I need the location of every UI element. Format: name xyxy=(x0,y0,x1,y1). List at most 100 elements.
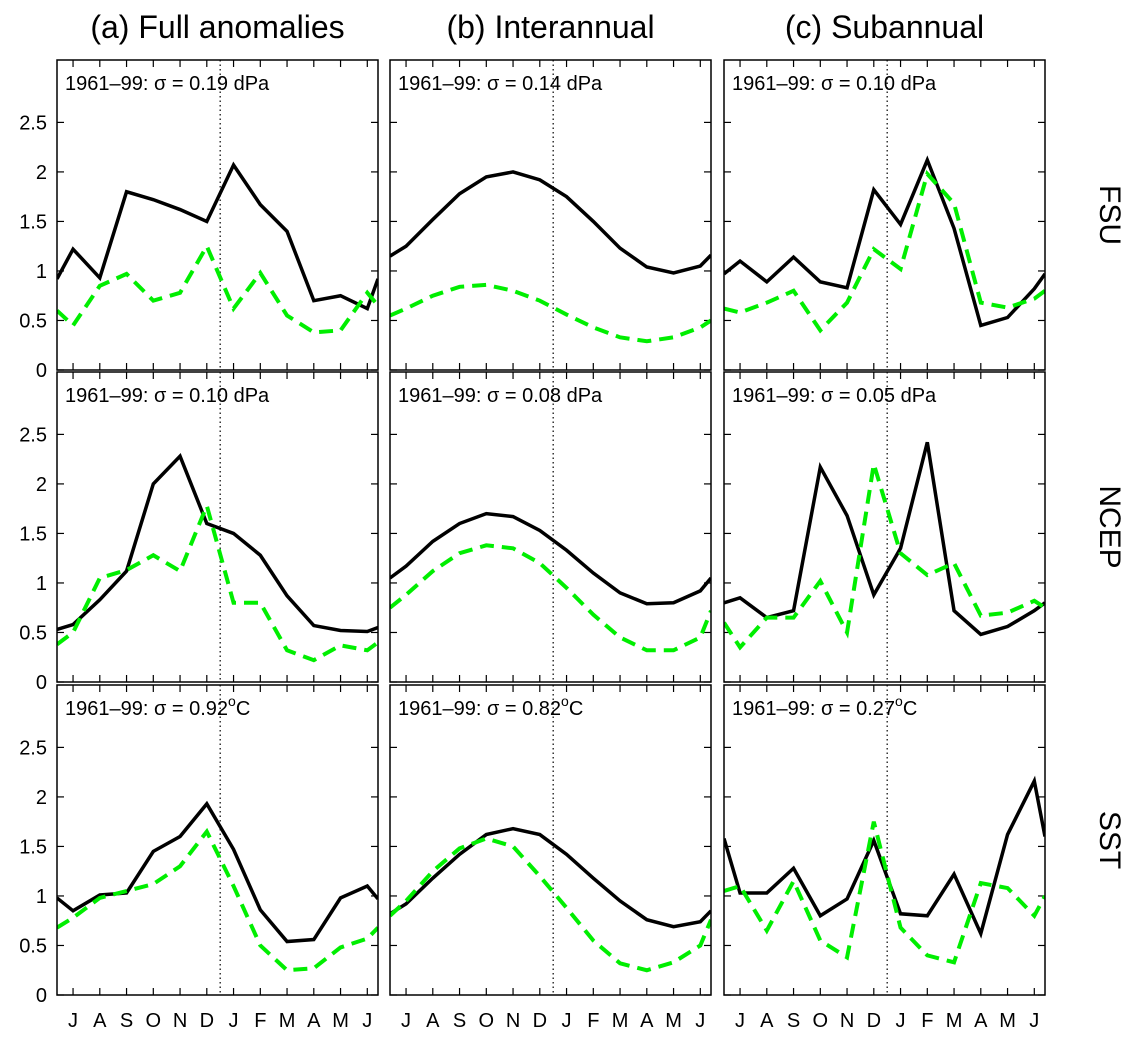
x-tick-label: M xyxy=(946,1010,963,1032)
y-tick-label: 2.5 xyxy=(19,112,47,134)
row-label: NCEP xyxy=(1093,485,1126,568)
x-tick-label: A xyxy=(640,1010,654,1032)
series-line xyxy=(724,463,1045,651)
x-tick-label: J xyxy=(401,1010,411,1032)
annotation: 1961–99: σ = 0.08 dPa xyxy=(398,385,603,407)
row-label: SST xyxy=(1093,811,1126,869)
series-line xyxy=(390,282,711,344)
y-tick-label: 1.5 xyxy=(19,211,47,233)
x-tick-label: A xyxy=(760,1010,774,1032)
axes-frame xyxy=(389,371,712,683)
series-line xyxy=(390,826,711,929)
y-tick-label: 0.5 xyxy=(19,310,47,332)
y-tick-label: 1.5 xyxy=(19,523,47,545)
x-tick-label: S xyxy=(120,1010,133,1032)
axes-frame xyxy=(723,684,1046,996)
x-tick-label: D xyxy=(200,1010,214,1032)
annotation-part: 1961–99: σ = 0.05 dPa xyxy=(732,385,937,407)
y-tick-label: 2.5 xyxy=(19,737,47,759)
series-line xyxy=(724,775,1045,939)
axes-frame xyxy=(56,684,379,996)
y-tick-label: 1 xyxy=(36,573,47,595)
x-tick-label: F xyxy=(921,1010,933,1032)
x-tick-label: M xyxy=(279,1010,296,1032)
x-tick-label: S xyxy=(787,1010,800,1032)
annotation: 1961–99: σ = 0.82oC xyxy=(398,693,583,720)
y-tick-label: 1 xyxy=(36,261,47,283)
series-line xyxy=(390,170,711,275)
y-tick-label: 2 xyxy=(36,162,47,184)
annotation: 1961–99: σ = 0.05 dPa xyxy=(732,385,937,407)
annotation-part: o xyxy=(561,693,569,709)
column-title: (b) Interannual xyxy=(446,9,654,45)
y-tick-label: 2 xyxy=(36,474,47,496)
x-tick-label: O xyxy=(479,1010,495,1032)
annotation: 1961–99: σ = 0.10 dPa xyxy=(65,385,270,407)
annotation: 1961–99: σ = 0.27oC xyxy=(732,693,917,720)
x-tick-label: A xyxy=(974,1010,988,1032)
axes-frame xyxy=(723,59,1046,371)
annotation: 1961–99: σ = 0.10 dPa xyxy=(732,73,937,95)
x-tick-label: D xyxy=(533,1010,547,1032)
y-tick-label: 2.5 xyxy=(19,424,47,446)
series-line xyxy=(724,169,1045,334)
y-tick-label: 0.5 xyxy=(19,935,47,957)
annotation: 1961–99: σ = 0.19 dPa xyxy=(65,73,270,95)
series-line xyxy=(57,827,378,973)
x-tick-label: J xyxy=(68,1010,78,1032)
annotation-part: o xyxy=(228,693,236,709)
series-line xyxy=(724,441,1045,637)
series-line xyxy=(57,453,378,634)
y-tick-label: 0.5 xyxy=(19,622,47,644)
series-line xyxy=(57,161,378,312)
annotation-part: C xyxy=(236,698,250,720)
row-label: FSU xyxy=(1093,185,1126,245)
x-tick-label: O xyxy=(146,1010,162,1032)
annotation-part: 1961–99: σ = 0.19 dPa xyxy=(65,73,270,95)
x-tick-label: F xyxy=(587,1010,599,1032)
x-tick-label: N xyxy=(173,1010,187,1032)
annotation-part: 1961–99: σ = 0.10 dPa xyxy=(65,385,270,407)
y-tick-label: 2 xyxy=(36,787,47,809)
x-tick-label: J xyxy=(735,1010,745,1032)
x-tick-label: A xyxy=(426,1010,440,1032)
x-tick-label: N xyxy=(840,1010,854,1032)
axes-frame xyxy=(389,684,712,996)
x-tick-label: J xyxy=(229,1010,239,1032)
annotation-part: C xyxy=(903,698,917,720)
y-tick-label: 1 xyxy=(36,886,47,908)
x-tick-label: J xyxy=(1029,1010,1039,1032)
x-tick-label: M xyxy=(612,1010,629,1032)
x-tick-label: F xyxy=(254,1010,266,1032)
column-title: (a) Full anomalies xyxy=(90,9,344,45)
annotation: 1961–99: σ = 0.14 dPa xyxy=(398,73,603,95)
x-tick-label: J xyxy=(896,1010,906,1032)
series-line xyxy=(57,499,378,663)
y-tick-label: 0 xyxy=(36,360,47,382)
x-tick-label: M xyxy=(332,1010,349,1032)
y-tick-label: 1.5 xyxy=(19,836,47,858)
annotation-part: 1961–99: σ = 0.27 xyxy=(732,698,895,720)
annotation-part: 1961–99: σ = 0.10 dPa xyxy=(732,73,937,95)
annotation-part: C xyxy=(569,698,583,720)
series-line xyxy=(390,836,711,973)
x-tick-label: M xyxy=(999,1010,1016,1032)
x-tick-label: J xyxy=(362,1010,372,1032)
series-line xyxy=(724,821,1045,965)
axes-frame xyxy=(56,59,379,371)
x-tick-label: N xyxy=(506,1010,520,1032)
x-tick-label: O xyxy=(813,1010,829,1032)
axes-frame xyxy=(723,371,1046,683)
annotation-part: 1961–99: σ = 0.82 xyxy=(398,698,561,720)
x-tick-label: S xyxy=(453,1010,466,1032)
y-tick-label: 0 xyxy=(36,985,47,1007)
x-tick-label: M xyxy=(665,1010,682,1032)
series-line xyxy=(724,155,1045,328)
axes-frame xyxy=(389,59,712,371)
annotation: 1961–99: σ = 0.92oC xyxy=(65,693,250,720)
x-tick-label: A xyxy=(307,1010,321,1032)
annotation-part: 1961–99: σ = 0.08 dPa xyxy=(398,385,603,407)
y-tick-label: 0 xyxy=(36,672,47,694)
x-tick-label: J xyxy=(695,1010,705,1032)
